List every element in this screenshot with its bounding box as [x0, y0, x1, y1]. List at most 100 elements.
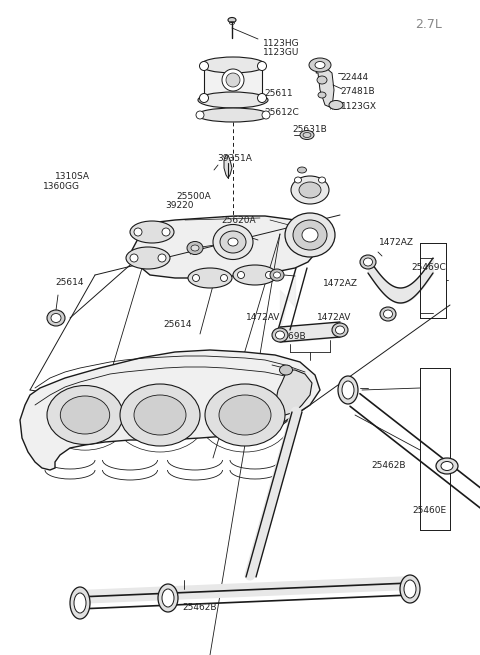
Ellipse shape [317, 76, 327, 84]
Ellipse shape [285, 213, 335, 257]
Ellipse shape [200, 94, 208, 102]
Ellipse shape [274, 272, 280, 278]
Ellipse shape [205, 384, 285, 446]
Text: 25462B: 25462B [182, 603, 217, 612]
Text: 39351A: 39351A [217, 154, 252, 163]
Polygon shape [316, 67, 334, 108]
Ellipse shape [201, 57, 265, 73]
Ellipse shape [291, 176, 329, 204]
Polygon shape [132, 216, 320, 278]
Ellipse shape [298, 167, 307, 173]
Polygon shape [20, 350, 320, 470]
Ellipse shape [336, 326, 345, 334]
Ellipse shape [60, 396, 110, 434]
Ellipse shape [276, 331, 285, 339]
Ellipse shape [272, 328, 288, 342]
Ellipse shape [299, 182, 321, 198]
Ellipse shape [130, 221, 174, 243]
Text: 1360GG: 1360GG [43, 182, 80, 191]
Ellipse shape [436, 458, 458, 474]
Ellipse shape [188, 268, 232, 288]
Ellipse shape [192, 274, 200, 282]
Text: 1310SA: 1310SA [55, 172, 90, 181]
Ellipse shape [130, 254, 138, 262]
Text: 1472AZ: 1472AZ [323, 279, 358, 288]
Text: 25500A: 25500A [177, 192, 211, 201]
Ellipse shape [219, 395, 271, 435]
Ellipse shape [220, 274, 228, 282]
Text: 1472AV: 1472AV [246, 312, 281, 322]
Ellipse shape [228, 238, 238, 246]
Ellipse shape [70, 587, 90, 619]
Ellipse shape [233, 265, 277, 285]
Ellipse shape [196, 111, 204, 119]
Text: 25469C: 25469C [412, 263, 446, 272]
Ellipse shape [319, 177, 325, 183]
Ellipse shape [265, 272, 273, 278]
Text: 22444: 22444 [341, 73, 369, 82]
Text: 39220: 39220 [166, 200, 194, 210]
Text: 1123GU: 1123GU [263, 48, 300, 57]
Ellipse shape [191, 245, 199, 251]
Ellipse shape [262, 111, 270, 119]
Ellipse shape [238, 272, 244, 278]
Ellipse shape [134, 228, 142, 236]
Ellipse shape [380, 307, 396, 321]
Polygon shape [224, 155, 232, 178]
Ellipse shape [134, 395, 186, 435]
Ellipse shape [74, 593, 86, 613]
Text: 25469B: 25469B [271, 331, 306, 341]
Ellipse shape [47, 386, 123, 445]
Ellipse shape [300, 130, 314, 140]
Ellipse shape [318, 92, 326, 98]
Text: 25620A: 25620A [222, 215, 256, 225]
Ellipse shape [332, 323, 348, 337]
Ellipse shape [213, 225, 253, 259]
Text: 25611: 25611 [264, 88, 293, 98]
Text: 1140AA: 1140AA [238, 395, 273, 404]
Ellipse shape [51, 314, 61, 322]
Ellipse shape [120, 384, 200, 446]
Text: 2.7L: 2.7L [415, 18, 442, 31]
Ellipse shape [197, 108, 269, 122]
Ellipse shape [158, 584, 178, 612]
Ellipse shape [226, 73, 240, 87]
Text: 25614: 25614 [163, 320, 192, 329]
Ellipse shape [220, 231, 246, 253]
Ellipse shape [360, 255, 376, 269]
Ellipse shape [198, 92, 268, 108]
Ellipse shape [187, 242, 203, 255]
Ellipse shape [295, 177, 301, 183]
Ellipse shape [257, 62, 266, 71]
Text: 25614: 25614 [55, 278, 84, 288]
Ellipse shape [162, 589, 174, 607]
Ellipse shape [270, 269, 284, 281]
Ellipse shape [338, 376, 358, 404]
Ellipse shape [228, 18, 236, 22]
Text: 25612C: 25612C [264, 107, 299, 117]
Text: 1123HG: 1123HG [263, 39, 300, 48]
Ellipse shape [329, 100, 343, 109]
Ellipse shape [315, 62, 325, 69]
Ellipse shape [309, 58, 331, 72]
Ellipse shape [384, 310, 393, 318]
Ellipse shape [293, 220, 327, 250]
Ellipse shape [342, 381, 354, 399]
Ellipse shape [441, 462, 453, 470]
Ellipse shape [126, 247, 170, 269]
Text: 1472AZ: 1472AZ [379, 238, 414, 247]
Ellipse shape [363, 258, 372, 266]
Ellipse shape [158, 254, 166, 262]
Text: 27481B: 27481B [341, 87, 375, 96]
Text: 25460E: 25460E [412, 506, 446, 515]
Ellipse shape [162, 228, 170, 236]
Ellipse shape [279, 365, 292, 375]
Ellipse shape [200, 62, 208, 71]
Ellipse shape [222, 69, 244, 91]
Text: 1123GT: 1123GT [238, 405, 273, 414]
Polygon shape [276, 370, 312, 415]
Text: 1123GX: 1123GX [341, 102, 377, 111]
Text: 94650: 94650 [251, 271, 279, 280]
Ellipse shape [400, 575, 420, 603]
Text: 25631B: 25631B [293, 124, 327, 134]
